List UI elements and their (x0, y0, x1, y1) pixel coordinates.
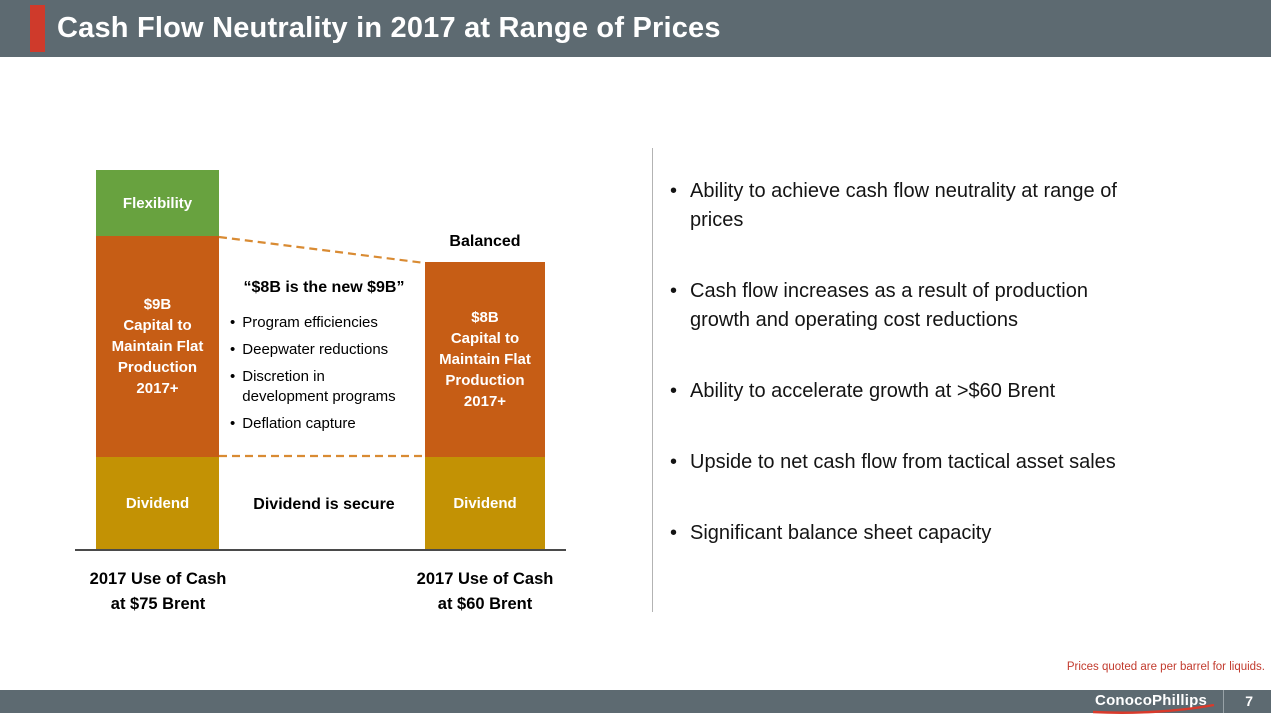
logo-swoosh-icon (1092, 704, 1215, 714)
key-point-text: Ability to achieve cash flow neutrality … (690, 180, 1117, 231)
footnote: Prices quoted are per barrel for liquids… (1066, 661, 1265, 673)
key-point: Ability to accelerate growth at >$60 Bre… (670, 377, 1235, 406)
footer-bar: ConocoPhillips 7 (0, 690, 1271, 714)
segment-dividend-left: Dividend (96, 457, 219, 550)
key-point-text: Ability to accelerate growth at >$60 Bre… (690, 380, 1056, 402)
annotation-bullet: Program efficiencies (230, 313, 424, 333)
key-point-text: Significant balance sheet capacity (690, 522, 992, 544)
key-point: Cash flow increases as a result of produ… (670, 277, 1235, 335)
dividend-secure-note: Dividend is secure (253, 496, 395, 513)
key-points-list: Ability to achieve cash flow neutrality … (670, 177, 1235, 548)
segment-dividend-right: Dividend (425, 457, 545, 550)
axis-label-60-brent: 2017 Use of Cash at $60 Brent (416, 570, 554, 613)
segment-flexibility: Flexibility (96, 170, 219, 236)
balanced-label: Balanced (449, 233, 521, 250)
key-point-text: Upside to net cash flow from tactical as… (690, 451, 1116, 473)
segment-dividend-right-label: Dividend (453, 495, 517, 512)
segment-9b-capital: $9B Capital to Maintain Flat Production … (96, 236, 219, 457)
capital-connector-line (218, 235, 426, 265)
key-point: Upside to net cash flow from tactical as… (670, 448, 1235, 477)
slide-title: Cash Flow Neutrality in 2017 at Range of… (57, 12, 721, 44)
segment-flexibility-label: Flexibility (122, 194, 193, 212)
annotation-heading: “$8B is the new $9B” (243, 279, 405, 296)
key-point: Significant balance sheet capacity (670, 519, 1235, 548)
conocophillips-logo: ConocoPhillips (1092, 692, 1215, 714)
chart-baseline (75, 549, 566, 551)
annotation-bullet: Discretion in development programs (230, 367, 424, 407)
logo-wordmark: ConocoPhillips (1095, 692, 1207, 709)
vertical-divider (652, 148, 653, 612)
annotation-bullet-text: Program efficiencies (242, 314, 378, 331)
header-accent (30, 5, 45, 52)
segment-dividend-left-label: Dividend (125, 495, 190, 512)
key-point: Ability to achieve cash flow neutrality … (670, 177, 1235, 235)
annotation-bullet-list: Program efficiencies Deepwater reduction… (224, 313, 424, 434)
footer-divider (1223, 690, 1224, 713)
annotation-bullet-text: Deflation capture (242, 415, 356, 432)
segment-8b-capital: $8B Capital to Maintain Flat Production … (425, 262, 545, 457)
annotation-bullet-text: Discretion in development programs (242, 368, 396, 405)
segment-9b-capital-label: $9B Capital to Maintain Flat Production … (111, 296, 204, 397)
annotation-bullet: Deepwater reductions (230, 340, 424, 360)
key-point-text: Cash flow increases as a result of produ… (690, 280, 1088, 331)
annotation-bullet: Deflation capture (230, 414, 424, 434)
segment-8b-capital-label: $8B Capital to Maintain Flat Production … (439, 309, 531, 410)
annotation-bullet-text: Deepwater reductions (242, 341, 389, 358)
bar-2017-75-brent: Flexibility $9B Capital to Maintain Flat… (96, 170, 219, 550)
page-number: 7 (1245, 693, 1253, 709)
bar-2017-60-brent: $8B Capital to Maintain Flat Production … (425, 262, 545, 550)
axis-label-75-brent: 2017 Use of Cash at $75 Brent (89, 570, 227, 613)
middle-annotation: “$8B is the new $9B” Program efficiencie… (224, 279, 424, 441)
header-bar: Cash Flow Neutrality in 2017 at Range of… (0, 0, 1271, 57)
